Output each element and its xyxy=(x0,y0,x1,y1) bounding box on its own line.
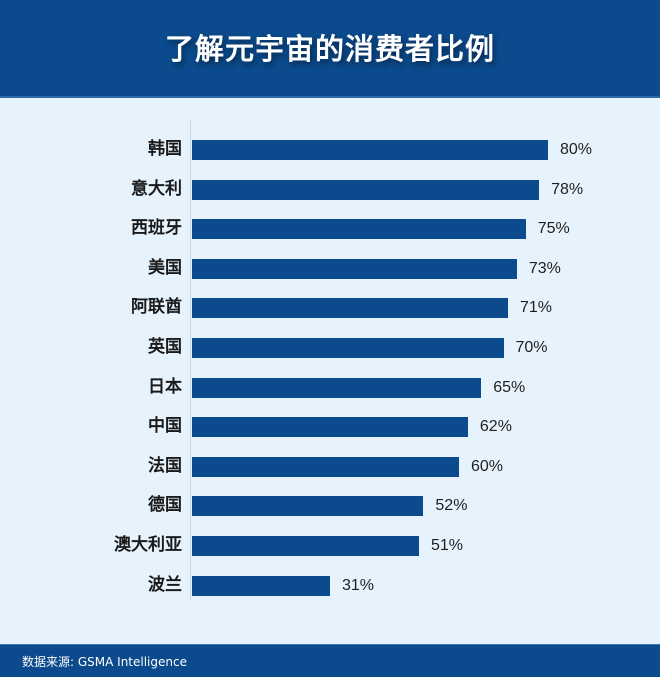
bar-row: 澳大利亚 51% xyxy=(0,533,660,557)
bar xyxy=(192,179,540,200)
category-label: 日本 xyxy=(148,376,182,397)
chart-title: 了解元宇宙的消费者比例 xyxy=(164,32,495,66)
bar-row: 中国 62% xyxy=(0,414,660,438)
bar-row: 阿联酋 71% xyxy=(0,295,660,319)
y-axis-line xyxy=(190,120,191,600)
bar-row: 意大利 78% xyxy=(0,177,660,201)
value-label: 78% xyxy=(551,180,584,198)
value-label: 62% xyxy=(479,418,512,436)
bar xyxy=(192,377,482,398)
value-label: 71% xyxy=(519,299,552,317)
bar xyxy=(192,417,468,438)
bar xyxy=(192,496,424,517)
bar xyxy=(192,298,508,319)
category-label: 英国 xyxy=(148,337,182,357)
category-label: 韩国 xyxy=(148,139,182,159)
value-label: 60% xyxy=(471,457,504,475)
category-label: 西班牙 xyxy=(131,218,182,239)
source-note: 数据来源: GSMA Intelligence xyxy=(22,655,187,669)
value-label: 31% xyxy=(341,576,374,594)
bar xyxy=(192,536,419,556)
bar-row: 波兰 31% xyxy=(0,573,660,597)
category-label: 法国 xyxy=(148,455,182,476)
footer: 数据来源: GSMA Intelligence xyxy=(0,644,660,677)
bar xyxy=(192,258,517,279)
bar-row: 法国 60% xyxy=(0,454,660,478)
value-label: 52% xyxy=(435,497,468,515)
category-label: 中国 xyxy=(148,416,182,437)
bar-row: 日本 65% xyxy=(0,375,660,399)
category-label: 阿联酋 xyxy=(131,297,182,318)
bar-row: 美国 73% xyxy=(0,256,660,280)
value-label: 75% xyxy=(537,220,570,238)
category-label: 波兰 xyxy=(148,574,182,595)
value-label: 51% xyxy=(430,537,463,554)
category-label: 美国 xyxy=(148,257,182,278)
bar xyxy=(192,575,330,596)
value-label: 65% xyxy=(493,378,526,396)
bar-row: 德国 52% xyxy=(0,493,660,517)
value-label: 80% xyxy=(560,141,593,158)
bar-row: 韩国 80% xyxy=(0,137,660,161)
category-label: 意大利 xyxy=(131,178,182,199)
bar xyxy=(192,456,459,477)
bar-row: 英国 70% xyxy=(0,335,660,359)
bar xyxy=(192,140,548,160)
category-label: 澳大利亚 xyxy=(114,535,182,555)
chart-header: 了解元宇宙的消费者比例 xyxy=(0,0,660,98)
category-label: 德国 xyxy=(148,495,182,516)
value-label: 73% xyxy=(528,259,561,277)
bar xyxy=(192,338,504,358)
bar-row: 西班牙 75% xyxy=(0,216,660,240)
bar-chart: 韩国 80% 意大利 78% 西班牙 75% 美国 73% 阿联酋 71% 英国 70% 日本 65% 中国… xyxy=(0,120,660,610)
value-label: 70% xyxy=(515,339,548,356)
bar xyxy=(192,219,526,240)
